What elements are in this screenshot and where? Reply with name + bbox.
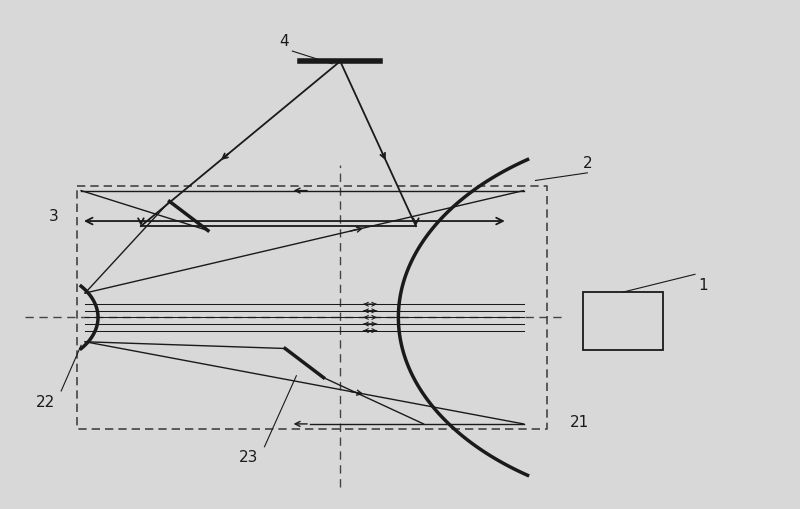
Text: 1: 1	[698, 277, 708, 292]
Text: 3: 3	[48, 209, 58, 224]
Text: 2: 2	[582, 156, 592, 171]
Text: 22: 22	[36, 394, 55, 409]
Text: 23: 23	[239, 449, 258, 465]
Text: 4: 4	[279, 35, 290, 49]
Text: 21: 21	[570, 414, 589, 429]
Bar	[583, 293, 663, 351]
